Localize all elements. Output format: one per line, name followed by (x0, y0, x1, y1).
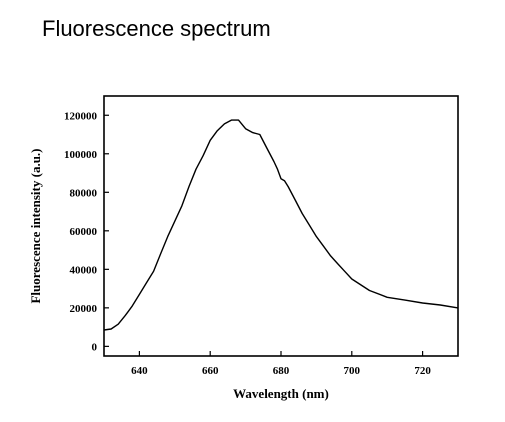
y-tick-label: 20000 (70, 303, 98, 315)
page-title: Fluorescence spectrum (42, 16, 271, 41)
x-tick-label: 720 (414, 365, 431, 377)
x-tick-label: 640 (131, 365, 148, 377)
x-tick-label: 700 (344, 365, 361, 377)
y-tick-label: 40000 (70, 264, 98, 276)
spectrum-line (103, 119, 459, 331)
y-tick-label: 60000 (70, 226, 98, 238)
y-tick-label: 80000 (70, 187, 98, 199)
x-tick-label: 660 (202, 365, 219, 377)
y-tick-label: 0 (92, 341, 98, 353)
plot-frame (103, 95, 459, 357)
x-axis-title: Wavelength (nm) (233, 386, 329, 401)
y-tick-label: 100000 (64, 149, 98, 161)
x-axis-ticks: 640 660 680 700 720 (131, 351, 431, 377)
x-tick-label: 680 (273, 365, 290, 377)
y-axis-title: Fluorescence intensity (a.u.) (28, 148, 43, 303)
y-tick-label: 120000 (64, 110, 98, 122)
y-axis-ticks: 0 20000 40000 60000 80000 100000 120000 (64, 110, 109, 353)
